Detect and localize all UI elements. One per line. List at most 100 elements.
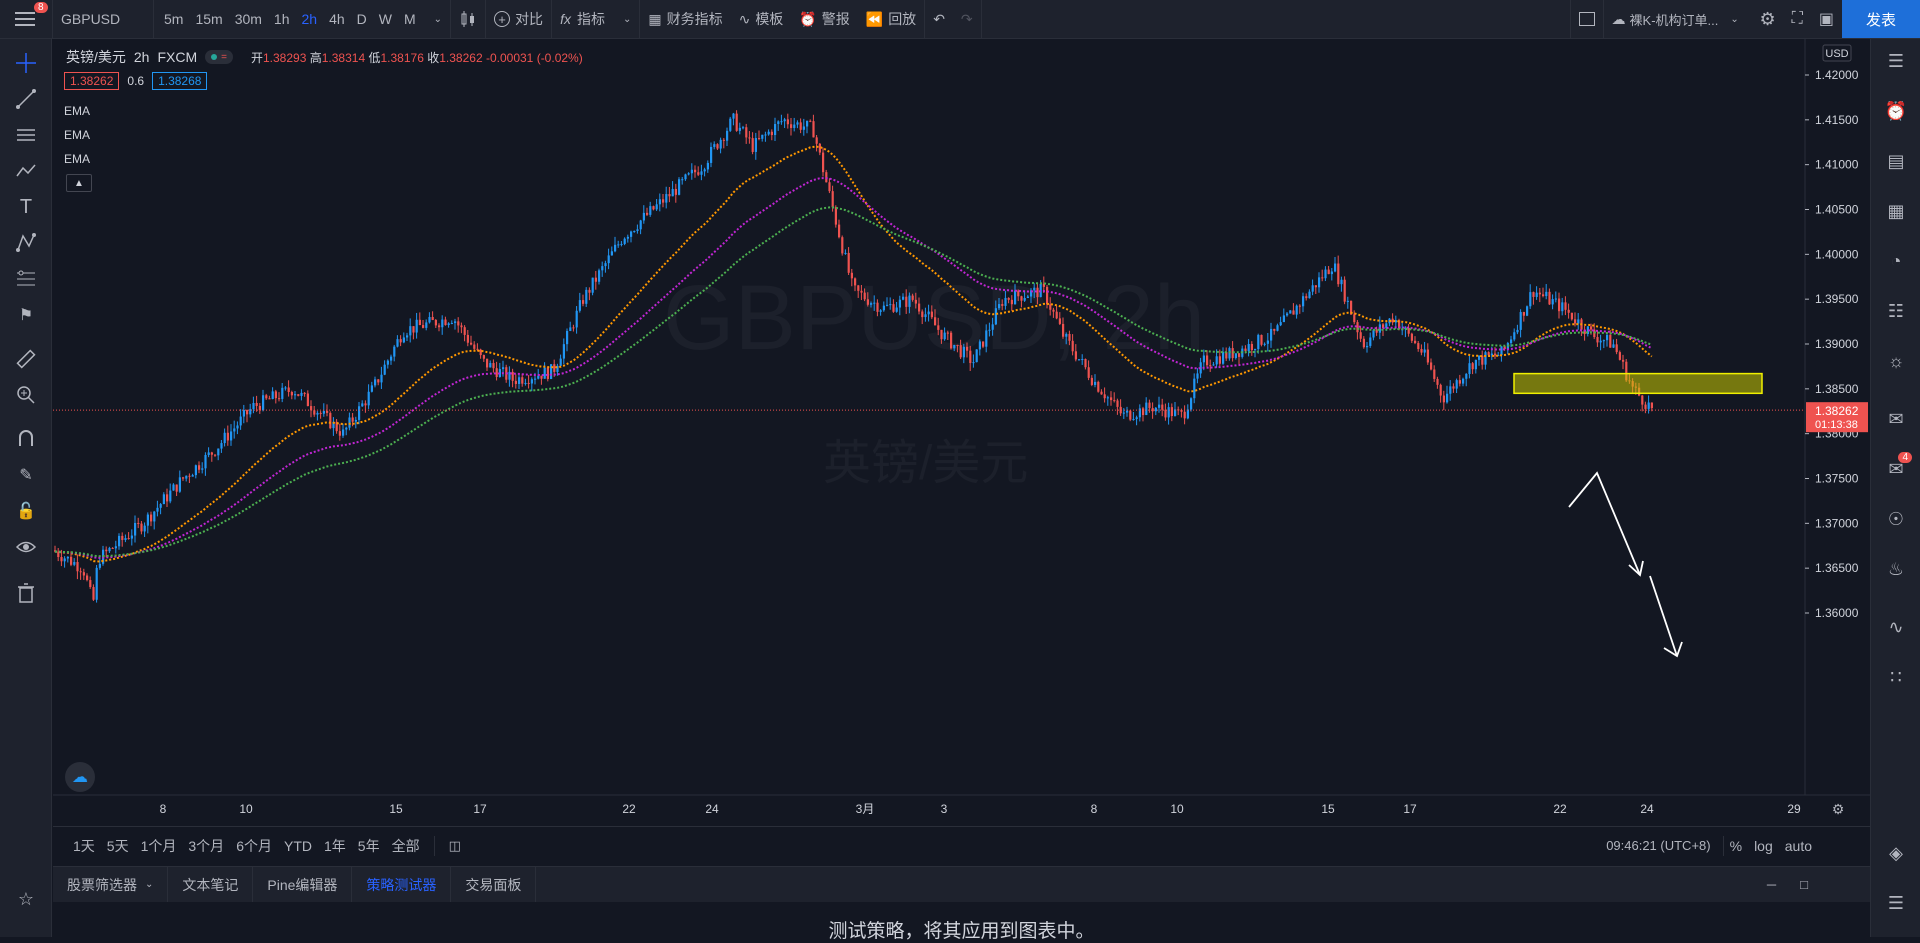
chats-button[interactable]: ✉: [1882, 405, 1910, 433]
replay-button[interactable]: ⏪ 回放: [865, 10, 917, 28]
timeframe-1h[interactable]: 1h: [273, 11, 290, 27]
log-toggle[interactable]: log: [1754, 837, 1773, 854]
layout-select-button[interactable]: [1571, 0, 1603, 39]
publish-button[interactable]: 发表: [1842, 0, 1920, 38]
range-3[interactable]: 3个月: [188, 837, 225, 854]
maximize-panel-button[interactable]: □: [1788, 877, 1820, 892]
ema-indicator-1[interactable]: EMA: [64, 104, 91, 118]
dom-button[interactable]: ∷: [1882, 663, 1910, 691]
trendline-tool[interactable]: [12, 85, 40, 113]
private-chat-button[interactable]: ✉ 4: [1882, 452, 1912, 483]
pattern-tool[interactable]: [12, 157, 40, 185]
news-button[interactable]: ▦: [1882, 197, 1910, 225]
financials-button[interactable]: ▦ 财务指标: [648, 10, 723, 28]
data-window-button[interactable]: ▤: [1882, 147, 1910, 175]
logo[interactable]: ☁: [65, 762, 95, 792]
zoom-tool[interactable]: [12, 381, 40, 409]
symbol-search[interactable]: GBPUSD: [61, 11, 121, 27]
auto-toggle[interactable]: auto: [1784, 837, 1812, 854]
undo-button[interactable]: ↶: [925, 0, 953, 39]
alert-button[interactable]: ⏰ 警报: [799, 10, 850, 28]
buy-price-button[interactable]: 1.38268: [152, 72, 208, 90]
ruler-tool[interactable]: [12, 345, 40, 373]
candle-body: [911, 295, 914, 300]
panel-tab-0[interactable]: 股票筛选器 ⌄: [53, 866, 169, 903]
percent-toggle[interactable]: %: [1729, 837, 1743, 854]
clock[interactable]: 09:46:21 (UTC+8): [1606, 838, 1711, 853]
range-8[interactable]: 全部: [391, 837, 420, 854]
ema-indicator-3[interactable]: EMA: [64, 152, 91, 166]
range-5[interactable]: YTD: [283, 837, 312, 854]
horizontal-lines-tool[interactable]: [12, 121, 40, 149]
ema-indicator-2[interactable]: EMA: [64, 128, 91, 142]
notifications-button[interactable]: ♨: [1882, 555, 1910, 583]
axis-settings-gear-icon[interactable]: ⚙: [1832, 802, 1845, 818]
range-0[interactable]: 1天: [73, 837, 95, 854]
watchlist-button[interactable]: ☰: [1882, 47, 1910, 75]
timeframe-5m[interactable]: 5m: [164, 11, 184, 27]
indicators-button[interactable]: fx 指标 ⌄: [560, 11, 632, 27]
sell-price-button[interactable]: 1.38262: [64, 72, 120, 90]
hide-tool[interactable]: [12, 533, 40, 561]
settings-button[interactable]: ⚙: [1752, 0, 1784, 39]
market-status[interactable]: =: [205, 50, 233, 64]
templates-button[interactable]: ∿ 模板: [738, 10, 784, 28]
timeframe-15m[interactable]: 15m: [195, 11, 223, 27]
currency-badge[interactable]: [1822, 44, 1852, 62]
chart-type-button[interactable]: [451, 0, 485, 39]
streams-button[interactable]: ☉: [1882, 505, 1910, 533]
panel-tab-2[interactable]: Pine编辑器: [253, 866, 353, 903]
forecast-arrow-line-2[interactable]: [1649, 575, 1678, 657]
chart-pane[interactable]: GBPUSD, 2h 英镑/美元 USD 1.42000 1.41500 1.41000 1…: [53, 39, 1870, 826]
help-button[interactable]: ☰: [1882, 889, 1910, 917]
fib-tool[interactable]: [12, 265, 40, 293]
timeframe-30m[interactable]: 30m: [234, 11, 262, 27]
magnet-tool[interactable]: [12, 425, 40, 453]
timeframe-4h[interactable]: 4h: [329, 11, 345, 27]
favorites-tool[interactable]: ☆: [12, 885, 40, 913]
lock-tool[interactable]: 🔓: [12, 497, 40, 525]
snapshot-button[interactable]: ▣: [1811, 0, 1842, 39]
legend-title[interactable]: 英镑/美元: [66, 49, 126, 65]
range-6[interactable]: 1年: [323, 837, 346, 854]
remove-drawings-tool[interactable]: [12, 579, 40, 607]
stay-drawing-tool[interactable]: ✎: [12, 461, 40, 489]
ideas-button[interactable]: ☼: [1882, 347, 1910, 375]
timeframe-W[interactable]: W: [378, 11, 392, 27]
ema-slow-line[interactable]: [54, 206, 1653, 558]
panel-tab-3[interactable]: 策略测试器: [352, 866, 452, 903]
hotlist-button[interactable]: ◔: [1882, 247, 1910, 275]
xabcd-tool[interactable]: [12, 229, 40, 257]
timeframe-2h[interactable]: 2h: [301, 11, 318, 27]
layout-name-button[interactable]: ☁ 裸K-机构订单... ⌄: [1611, 10, 1739, 28]
range-7[interactable]: 5年: [357, 837, 380, 854]
menu-button[interactable]: 8: [0, 0, 52, 39]
redo-button[interactable]: ↷: [953, 0, 981, 39]
forecast-tool[interactable]: ⚑: [12, 301, 40, 329]
range-1[interactable]: 5天: [106, 837, 129, 854]
panel-tab-1[interactable]: 文本笔记: [168, 866, 254, 903]
crosshair-tool[interactable]: [12, 49, 40, 77]
candle-body: [1193, 378, 1196, 399]
goto-date-button[interactable]: ◫: [443, 838, 467, 854]
panel-tab-4[interactable]: 交易面板: [451, 866, 537, 903]
forecast-arrow-line-1[interactable]: [1568, 471, 1641, 576]
minimize-panel-button[interactable]: ─: [1755, 877, 1788, 892]
layers-button[interactable]: ◈: [1882, 839, 1910, 867]
ema-fast-line[interactable]: [54, 145, 1653, 563]
range-4[interactable]: 6个月: [236, 837, 272, 854]
text-tool[interactable]: T: [12, 193, 40, 221]
timeframe-D[interactable]: D: [356, 11, 367, 27]
timeframe-dropdown[interactable]: ⌄: [426, 0, 450, 39]
collapse-legend-button[interactable]: ▲: [66, 174, 92, 192]
candle-body: [1372, 330, 1375, 338]
range-2[interactable]: 1个月: [140, 837, 177, 854]
calendar-button[interactable]: ☷: [1882, 297, 1910, 325]
supply-zone-rectangle[interactable]: [1513, 372, 1763, 395]
fullscreen-button[interactable]: ⛶: [1784, 0, 1811, 39]
compare-button[interactable]: + 对比: [486, 0, 551, 39]
chart-canvas[interactable]: GBPUSD, 2h 英镑/美元 USD 1.42000 1.41500 1.41000 1…: [53, 39, 1870, 826]
alerts-panel-button[interactable]: ⏰: [1882, 97, 1910, 125]
timeframe-M[interactable]: M: [404, 11, 416, 27]
trading-button[interactable]: ∿: [1882, 613, 1910, 641]
